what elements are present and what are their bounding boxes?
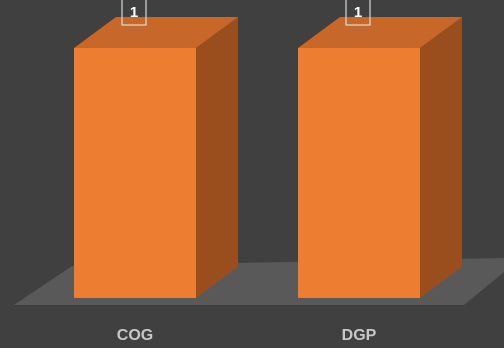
data-label-value: 1 [354, 4, 362, 21]
bar-dgp [298, 17, 462, 298]
data-label-box [345, 0, 371, 26]
bar-front-face [74, 48, 196, 298]
bar-side-face [196, 17, 238, 298]
x-tick-label: COG [117, 327, 153, 344]
x-tick-label: DGP [342, 327, 377, 344]
data-label-box [121, 0, 147, 26]
bar-cog [74, 17, 238, 298]
x-axis-labels: COG DGP [117, 327, 377, 344]
bar-front-face [298, 48, 420, 298]
bar-side-face [420, 17, 462, 298]
data-label-value: 1 [130, 4, 138, 21]
data-label: 1 [121, 0, 147, 26]
bar-top-face [74, 17, 238, 48]
data-label: 1 [345, 0, 371, 26]
bar-top-face [298, 17, 462, 48]
